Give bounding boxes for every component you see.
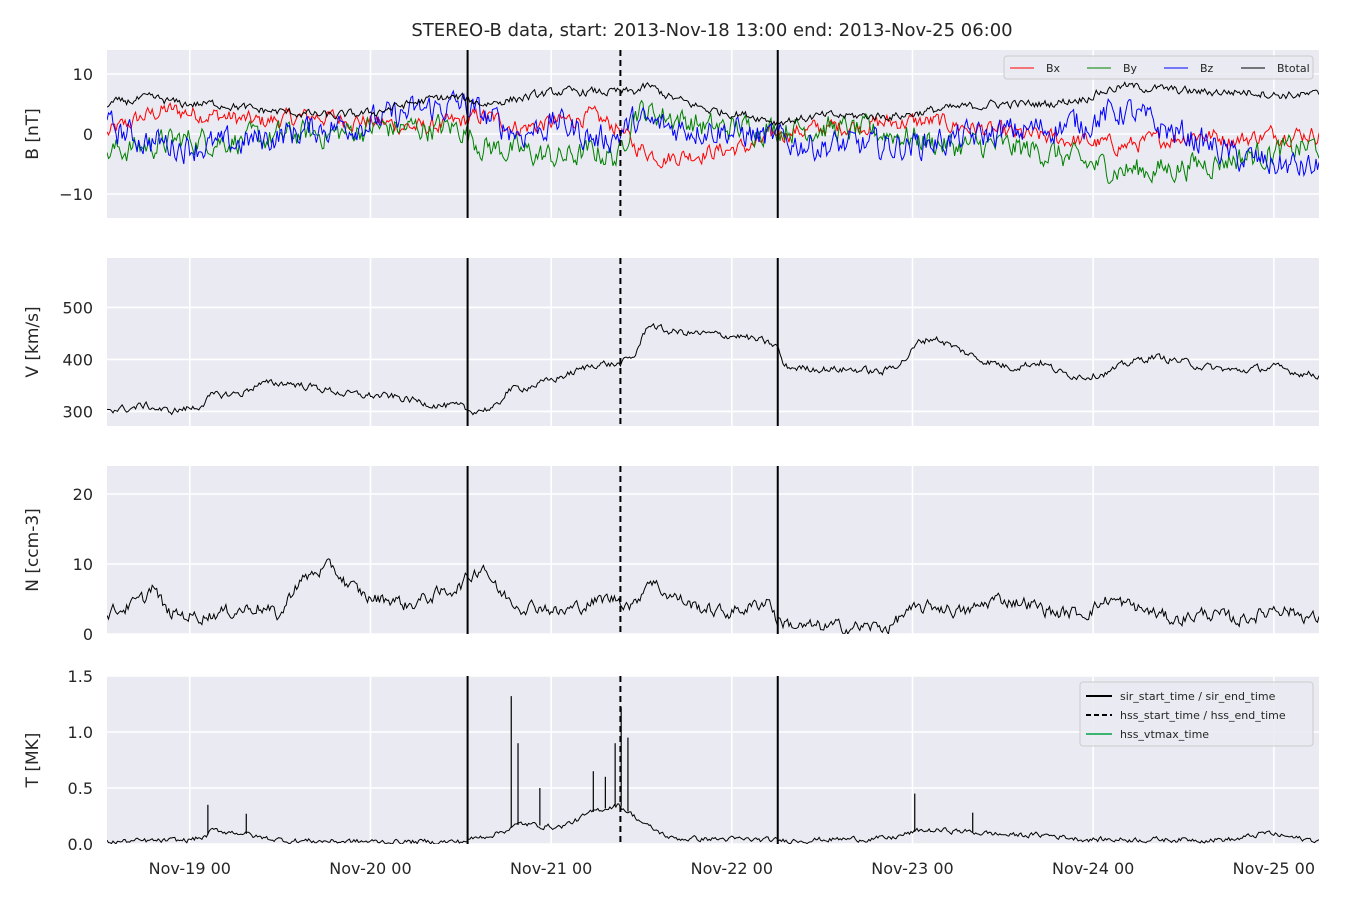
- series-group: [107, 696, 1319, 844]
- y-tick-label: 10: [73, 555, 93, 574]
- series-group: [107, 81, 1319, 184]
- y-tick-label: −10: [59, 185, 93, 204]
- x-tick-label: Nov-22 00: [691, 859, 773, 878]
- x-tick-label: Nov-23 00: [871, 859, 953, 878]
- plot-area: [107, 258, 1319, 426]
- legend-label-bz: Bz: [1200, 62, 1214, 75]
- y-tick-label: 1.5: [68, 667, 93, 686]
- series-v-line: [107, 322, 1319, 416]
- y-axis-label: V [km/s]: [23, 306, 43, 377]
- y-axis-label: B [nT]: [23, 108, 43, 160]
- x-tick-label: Nov-19 00: [149, 859, 231, 878]
- series-by-line: [107, 99, 1319, 184]
- y-tick-label: 0: [83, 625, 93, 644]
- panel-V: 300 400 500 V [km/s]: [23, 258, 1319, 426]
- series-group: [107, 558, 1319, 634]
- marker-legend-label: hss_start_time / hss_end_time: [1120, 709, 1286, 722]
- x-tick-label: Nov-21 00: [510, 859, 592, 878]
- y-tick-label: 0.0: [68, 835, 93, 854]
- series-bz-line: [107, 89, 1319, 178]
- series-bx-line: [107, 102, 1319, 169]
- x-tick-label: Nov-24 00: [1052, 859, 1134, 878]
- marker-legend: sir_start_time / sir_end_time hss_start_t…: [1079, 681, 1314, 747]
- legend-label-bx: Bx: [1046, 62, 1061, 75]
- panel-T: 0.0 0.5 1.0 1.5 T [MK] sir_start_time / sir_e…: [23, 667, 1319, 854]
- y-axis-label: T [MK]: [23, 733, 43, 789]
- y-tick-label: 1.0: [68, 723, 93, 742]
- y-tick-label: 300: [62, 402, 93, 421]
- legend-box: [1003, 55, 1314, 80]
- series-n-line: [107, 558, 1319, 634]
- panels: −10 0 10 B [nT] Bx By Bz Btotal 300 400 500 V [km/s…: [23, 50, 1319, 854]
- x-axis: Nov-19 00 Nov-20 00 Nov-21 00 Nov-22 00 Nov-…: [149, 859, 1315, 878]
- legend-label-by: By: [1123, 62, 1138, 75]
- marker-legend-label: sir_start_time / sir_end_time: [1120, 690, 1276, 703]
- y-tick-label: 0.5: [68, 779, 93, 798]
- legend-label-btotal: Btotal: [1277, 62, 1310, 75]
- x-tick-label: Nov-25 00: [1233, 859, 1315, 878]
- y-tick-label: 20: [73, 485, 93, 504]
- y-tick-label: 10: [73, 65, 93, 84]
- chart-title: STEREO-B data, start: 2013-Nov-18 13:00 …: [411, 20, 1012, 41]
- series-group: [107, 322, 1319, 416]
- y-tick-label: 0: [83, 125, 93, 144]
- y-tick-label: 400: [62, 350, 93, 369]
- y-tick-label: 500: [62, 298, 93, 317]
- series-btotal-line: [107, 81, 1319, 127]
- b-legend: Bx By Bz Btotal: [1003, 55, 1314, 80]
- x-tick-label: Nov-20 00: [329, 859, 411, 878]
- marker-legend-label: hss_vtmax_time: [1120, 728, 1209, 741]
- panel-N: 0 10 20 N [ccm-3]: [23, 466, 1319, 644]
- series-t-line: [107, 803, 1319, 844]
- panel-B: −10 0 10 B [nT] Bx By Bz Btotal: [23, 50, 1319, 218]
- legend-box: [1079, 681, 1314, 747]
- y-axis-label: N [ccm-3]: [23, 508, 43, 592]
